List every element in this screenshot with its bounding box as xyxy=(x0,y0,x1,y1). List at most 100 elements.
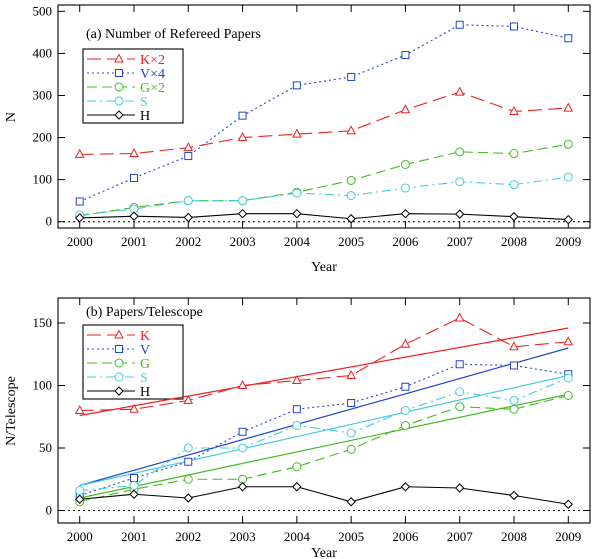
panel-b-point-G xyxy=(509,404,519,414)
panel-a-point-G xyxy=(509,149,519,159)
panel-a-ytick-label: 500 xyxy=(33,3,53,18)
panel-a-point-H xyxy=(400,208,411,219)
panel-b-series-line-K xyxy=(79,317,569,412)
panel-a-xtick-label: 2005 xyxy=(338,234,364,249)
panel-b-legend-label-V: V xyxy=(140,343,150,358)
panel-b-point-G xyxy=(563,391,573,400)
panel-a-ytick-label: 0 xyxy=(46,214,53,229)
panel-a-legend-label-S: S xyxy=(140,95,148,110)
panel-b-point-K xyxy=(346,369,356,379)
panel-b-chart: (b) Papers/Telescope Year N/Telescope 20… xyxy=(4,297,591,559)
panel-a-xtick-label: 2008 xyxy=(501,234,527,249)
panel-a-series-line-G xyxy=(79,143,569,217)
panel-b-point-V xyxy=(130,474,138,482)
panel-a-point-S xyxy=(238,196,248,206)
panel-b-fit-line-K xyxy=(79,327,569,417)
panel-a-point-H xyxy=(75,213,85,223)
panel-a-point-H xyxy=(455,209,465,219)
panel-a-point-K xyxy=(563,102,574,112)
panel-b-ytick-label: 50 xyxy=(39,440,52,455)
panel-b-legend-marker-V xyxy=(115,345,123,353)
panel-b-title: (b) Papers/Telescope xyxy=(86,305,203,320)
panel-b-point-K xyxy=(454,312,465,322)
panel-a-title: (a) Number of Refereed Papers xyxy=(86,27,261,42)
panel-a-point-V xyxy=(75,197,84,206)
panel-a-point-G xyxy=(563,139,573,149)
panel-a-series-line-K xyxy=(79,91,569,155)
panel-a-point-K xyxy=(400,104,411,114)
panel-a-ytick-label: 200 xyxy=(33,130,53,145)
panel-b-legend-box xyxy=(82,324,184,400)
panel-a-legend-marker-S xyxy=(114,96,124,106)
panel-b-fit-line-G xyxy=(79,393,569,499)
panel-a-legend-box xyxy=(82,48,184,124)
panel-a-point-K xyxy=(129,147,139,158)
panel-b-ytick-label: 100 xyxy=(33,378,53,393)
panel-b-ylabel: N/Telescope xyxy=(4,376,19,446)
panel-a-point-K xyxy=(346,125,356,135)
panel-a-legend-marker-K xyxy=(114,53,124,63)
panel-b-xtick-label: 2008 xyxy=(501,529,527,544)
panel-a-legend-label-V: V×4 xyxy=(140,67,165,82)
panel-a-point-V xyxy=(510,22,518,31)
panel-a-point-S xyxy=(292,188,302,198)
panel-a-ytick-label: 100 xyxy=(33,172,53,187)
panel-b-series-line-G xyxy=(79,394,569,503)
panel-b-legend-marker-G xyxy=(114,358,124,368)
panel-a-xtick-label: 2007 xyxy=(447,234,474,249)
panel-a-point-S xyxy=(400,183,410,193)
panel-b-point-S xyxy=(455,387,465,397)
panel-a-legend-marker-H xyxy=(114,110,124,120)
panel-b-plot-frame xyxy=(57,297,591,524)
panel-b-point-K xyxy=(400,338,411,348)
panel-b-point-H xyxy=(75,494,85,504)
panel-b-xtick-label: 2006 xyxy=(392,529,419,544)
panel-b-point-K xyxy=(74,404,85,414)
panel-a-ytick-label: 300 xyxy=(33,87,53,102)
panel-a-point-K xyxy=(74,148,85,158)
panel-b-point-S xyxy=(509,396,519,405)
panel-b-fit-line-S xyxy=(79,374,569,487)
panel-b-point-G xyxy=(400,421,410,430)
panel-a-point-G xyxy=(455,147,465,157)
panel-b-point-V xyxy=(510,361,518,370)
panel-b-point-H xyxy=(237,482,248,492)
panel-b-point-V xyxy=(347,399,356,407)
panel-b-legend-marker-H xyxy=(114,386,124,396)
panel-a-point-S xyxy=(346,191,356,201)
panel-b-xtick-label: 2001 xyxy=(121,529,147,544)
panel-a-point-H xyxy=(346,214,356,224)
panel-b-point-H xyxy=(509,490,519,501)
panel-a-point-H xyxy=(563,214,573,225)
panel-a-series-line-H xyxy=(79,213,569,221)
panel-a-legend-marker-G xyxy=(114,82,124,92)
panel-a-xtick-label: 2003 xyxy=(230,234,256,249)
panel-b-point-K xyxy=(237,379,248,389)
panel-b-legend-label-S: S xyxy=(140,371,148,386)
panel-b-point-S xyxy=(292,421,302,430)
panel-b-point-H xyxy=(563,499,573,509)
panel-a-point-H xyxy=(509,211,519,222)
panel-a-point-K xyxy=(183,142,194,152)
panel-b-point-S xyxy=(183,443,193,453)
panel-a-point-S xyxy=(563,172,573,182)
panel-b-point-K xyxy=(183,394,194,404)
panel-a-point-V xyxy=(292,81,301,90)
panel-a-ylabel: N xyxy=(4,112,19,122)
panel-b-fit-line-V xyxy=(79,347,569,487)
panel-a-plot-frame xyxy=(57,4,591,229)
panel-b-point-S xyxy=(563,373,573,383)
panel-b-legend-marker-S xyxy=(114,372,124,382)
panel-b-series-line-H xyxy=(79,486,569,505)
panel-b-point-S xyxy=(400,406,410,415)
panel-b-xtick-label: 2000 xyxy=(67,529,93,544)
panel-a-legend-label-G: G×2 xyxy=(140,81,165,96)
panel-a-point-H xyxy=(129,211,139,221)
panel-a-xlabel: Year xyxy=(311,260,337,275)
panel-a-point-V xyxy=(347,72,356,81)
panel-a-point-V xyxy=(455,20,464,29)
panel-b-point-S xyxy=(75,486,85,495)
panel-a-chart: (a) Number of Refereed Papers Year N 200… xyxy=(4,3,591,275)
panel-a-point-K xyxy=(509,105,519,115)
